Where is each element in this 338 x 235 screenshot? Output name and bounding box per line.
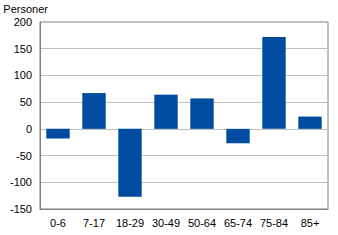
svg-text:50-64: 50-64 xyxy=(188,217,216,229)
svg-text:200: 200 xyxy=(14,16,32,28)
svg-text:50: 50 xyxy=(20,96,32,108)
svg-text:Personer: Personer xyxy=(3,3,48,15)
svg-text:0: 0 xyxy=(26,123,32,135)
svg-text:7-17: 7-17 xyxy=(83,217,105,229)
svg-text:100: 100 xyxy=(14,69,32,81)
svg-text:18-29: 18-29 xyxy=(116,217,144,229)
svg-text:85+: 85+ xyxy=(301,217,320,229)
svg-text:65-74: 65-74 xyxy=(224,217,252,229)
svg-text:30-49: 30-49 xyxy=(152,217,180,229)
svg-text:-100: -100 xyxy=(10,176,32,188)
svg-text:-50: -50 xyxy=(16,150,32,162)
svg-text:-150: -150 xyxy=(10,203,32,215)
svg-text:150: 150 xyxy=(14,43,32,55)
svg-text:0-6: 0-6 xyxy=(50,217,66,229)
svg-text:75-84: 75-84 xyxy=(260,217,288,229)
